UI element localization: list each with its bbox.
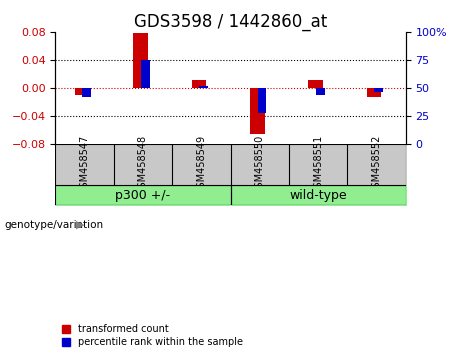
Text: GSM458549: GSM458549: [196, 135, 207, 194]
Bar: [250, 88, 265, 134]
Bar: [83, 88, 91, 97]
Bar: [141, 60, 150, 88]
Bar: [374, 88, 383, 92]
Bar: [316, 88, 325, 95]
Text: GSM458547: GSM458547: [79, 135, 89, 194]
Text: ▶: ▶: [76, 220, 84, 230]
Bar: [192, 80, 206, 88]
Text: GSM458550: GSM458550: [254, 135, 265, 194]
Bar: [258, 88, 266, 113]
Bar: [133, 33, 148, 88]
Text: genotype/variation: genotype/variation: [5, 220, 104, 230]
Bar: [75, 88, 89, 95]
Legend: transformed count, percentile rank within the sample: transformed count, percentile rank withi…: [60, 322, 245, 349]
Text: GSM458551: GSM458551: [313, 135, 323, 194]
Bar: [199, 86, 208, 88]
Text: p300 +/-: p300 +/-: [115, 189, 171, 202]
Text: GSM458552: GSM458552: [372, 135, 382, 194]
Title: GDS3598 / 1442860_at: GDS3598 / 1442860_at: [134, 13, 327, 30]
Text: GSM458548: GSM458548: [138, 135, 148, 194]
Bar: [367, 88, 381, 97]
Bar: [308, 80, 323, 88]
Text: wild-type: wild-type: [290, 189, 347, 202]
